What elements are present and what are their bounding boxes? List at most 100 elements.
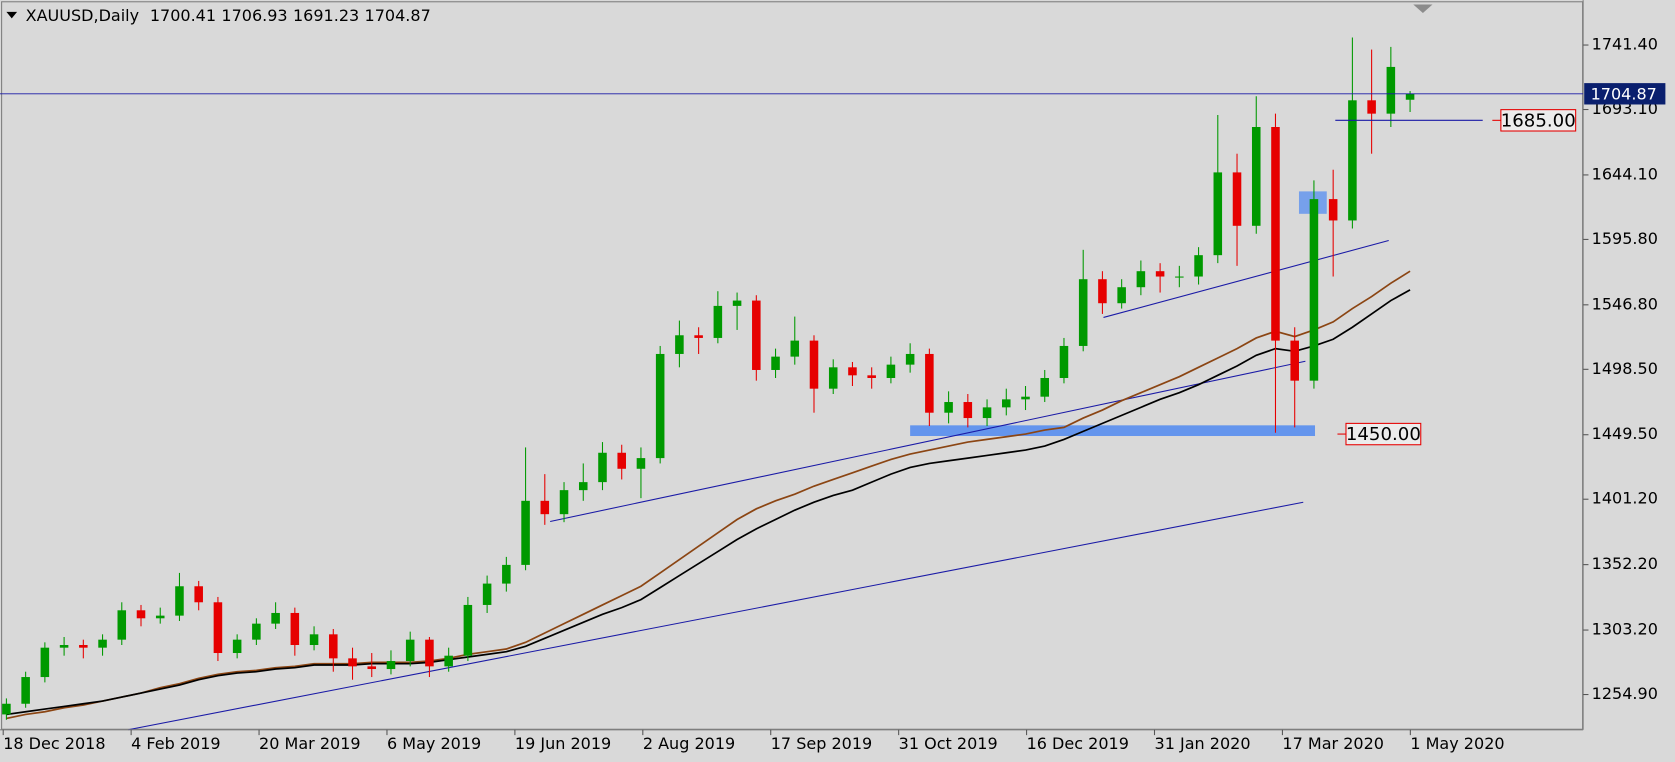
- candle-body: [886, 364, 896, 378]
- candle-body: [559, 490, 569, 515]
- level-label-box: [1500, 109, 1577, 132]
- candle-body: [790, 340, 800, 357]
- support-zone: [910, 425, 1316, 437]
- candle-body: [1098, 279, 1107, 304]
- candle-body: [1136, 271, 1146, 288]
- candle-body: [136, 610, 146, 619]
- candle-body: [463, 604, 473, 656]
- candle-body: [329, 634, 338, 659]
- candle-body: [232, 639, 242, 654]
- x-tick-label: 16 Dec 2019: [1027, 734, 1129, 753]
- moving-average: [6, 270, 1411, 720]
- candle-body: [867, 375, 876, 378]
- candle-body: [521, 500, 530, 565]
- level-label: 1685.00: [1501, 110, 1576, 131]
- candle-body: [578, 482, 588, 491]
- candle-body: [482, 583, 492, 605]
- candle-body: [21, 677, 30, 704]
- moving-average: [6, 289, 1411, 716]
- x-tick-label: 19 Jun 2019: [515, 734, 611, 753]
- x-tick-label: 31 Oct 2019: [899, 734, 998, 753]
- candle-body: [1309, 199, 1319, 381]
- trendline: [128, 501, 1304, 731]
- candle-body: [348, 658, 357, 667]
- y-tick-label: 1449.50: [1592, 424, 1658, 443]
- candle-body: [194, 586, 203, 603]
- candle-body: [117, 610, 127, 640]
- candle-body: [1290, 340, 1299, 381]
- candle-body: [655, 353, 665, 459]
- symbol: XAUUSD,Daily: [26, 6, 139, 25]
- candle-body: [1405, 93, 1415, 100]
- candle-body: [1251, 127, 1261, 226]
- candle-body: [944, 402, 953, 413]
- candle-body: [636, 458, 646, 469]
- candle-body: [1175, 276, 1184, 278]
- candle-body: [1194, 255, 1203, 277]
- x-tick-label: 4 Feb 2019: [131, 734, 221, 753]
- price-marker: [1584, 83, 1666, 105]
- candle-body: [405, 639, 415, 662]
- header: XAUUSD,Daily 1700.41 1706.93 1691.23 1704.87: [26, 6, 431, 25]
- shift-marker: [1413, 4, 1433, 13]
- x-tick-label: 17 Sep 2019: [771, 734, 873, 753]
- y-tick-label: 1741.40: [1592, 35, 1658, 54]
- trendline: [550, 360, 1306, 522]
- candle-body: [1348, 100, 1357, 221]
- x-tick-label: 31 Jan 2020: [1155, 734, 1251, 753]
- candle-body: [1040, 377, 1050, 397]
- candle-body: [271, 612, 280, 624]
- x-tick-label: 1 May 2020: [1410, 734, 1504, 753]
- candle-body: [675, 335, 684, 354]
- y-tick-label: 1401.20: [1592, 489, 1658, 508]
- open: 1700.41: [150, 6, 216, 25]
- candle-body: [175, 586, 184, 616]
- candle-body: [59, 645, 69, 648]
- x-tick-label: 6 May 2019: [387, 734, 481, 753]
- candle-body: [40, 647, 50, 678]
- candle-body: [1213, 172, 1223, 256]
- candle-body: [1367, 100, 1376, 114]
- marks: [2, 37, 1415, 720]
- candle-body: [425, 639, 434, 667]
- trendline: [1103, 240, 1389, 318]
- candle-body: [1002, 399, 1011, 408]
- y-tick-label: 1303.20: [1592, 620, 1658, 639]
- close: 1704.87: [365, 6, 431, 25]
- high: 1706.93: [221, 6, 287, 25]
- candle-body: [982, 407, 992, 419]
- x-tick-label: 17 Mar 2020: [1282, 734, 1384, 753]
- level-label: 1450.00: [1346, 424, 1421, 445]
- candle-body: [1078, 279, 1088, 346]
- candle-body: [502, 564, 511, 584]
- candle-body: [98, 639, 107, 648]
- candle-body: [713, 305, 723, 338]
- candle-body: [2, 703, 11, 715]
- candle-body: [963, 402, 973, 419]
- menu-arrow[interactable]: [6, 11, 18, 19]
- candle-body: [1059, 345, 1069, 378]
- candle-body: [732, 300, 742, 306]
- candle-body: [155, 615, 165, 619]
- y-tick-label: 1498.50: [1592, 359, 1658, 378]
- candle-body: [828, 367, 838, 389]
- candle-body: [925, 353, 934, 413]
- candle-body: [1021, 396, 1030, 400]
- candle-body: [1117, 287, 1126, 304]
- candle-body: [1232, 172, 1242, 226]
- y-tick-label: 1644.10: [1592, 164, 1658, 183]
- candle-body: [771, 356, 780, 370]
- candle-body: [444, 655, 453, 667]
- candle-body: [598, 452, 607, 483]
- candle-body: [1155, 271, 1165, 277]
- y-tick-label: 1352.20: [1592, 554, 1658, 573]
- low: 1691.23: [293, 6, 359, 25]
- candle-body: [79, 645, 88, 648]
- candle-body: [213, 602, 223, 654]
- y-tick-label: 1254.90: [1592, 684, 1658, 703]
- x-tick-label: 20 Mar 2019: [259, 734, 361, 753]
- candle-body: [290, 612, 300, 646]
- candle-body: [367, 666, 377, 670]
